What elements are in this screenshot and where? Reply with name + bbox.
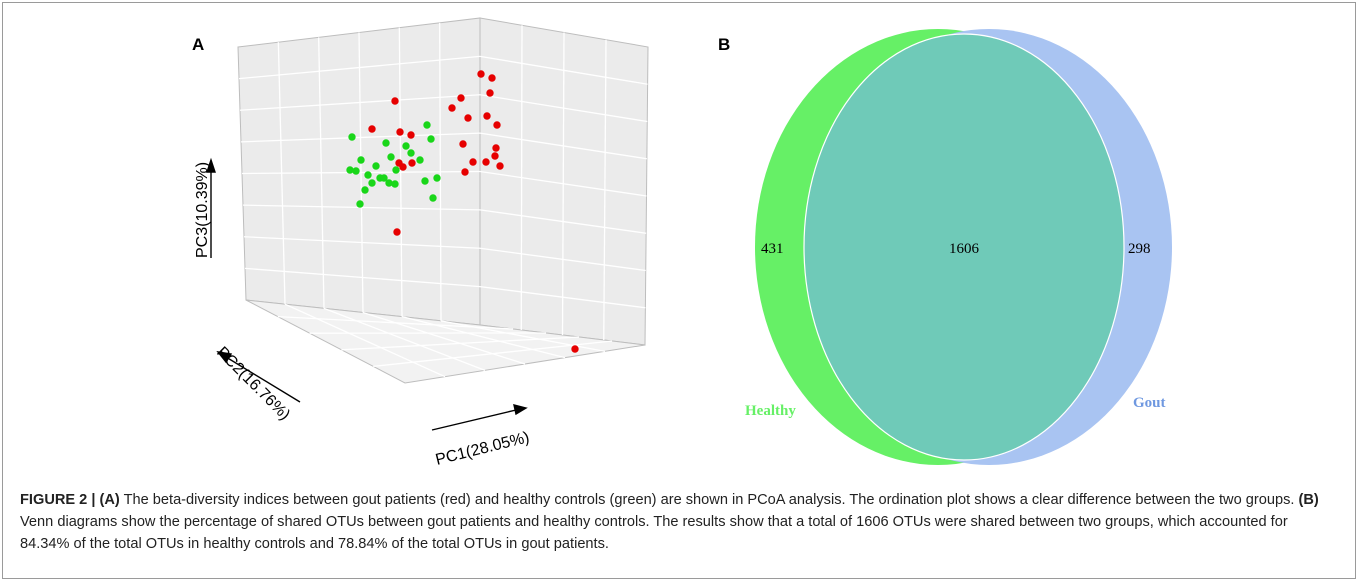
caption-figure-label: FIGURE 2 | (20, 492, 96, 508)
healthy-point (385, 179, 393, 187)
caption-b-ref: (B) (1298, 492, 1319, 508)
pc1-axis-label: PC1(28.05%) (434, 429, 531, 469)
healthy-point (368, 179, 376, 187)
grid-line (440, 320, 606, 352)
healthy-point (364, 171, 372, 179)
gout-point (396, 128, 404, 136)
gout-point (493, 121, 501, 129)
gout-point (496, 162, 504, 170)
healthy-point (356, 200, 364, 208)
grid-line (323, 307, 486, 371)
gout-point (399, 163, 407, 171)
gout-point (491, 152, 499, 160)
grid-line (239, 94, 481, 111)
healthy-point (361, 186, 369, 194)
pcoa-panel: A PC3(10.39%) PC2(16.76%) PC1(28.05%) (192, 17, 649, 469)
venn-intersection (803, 33, 1125, 461)
pc1-arrowhead (513, 404, 528, 416)
grid-line (277, 315, 514, 330)
healthy-point (352, 167, 360, 175)
grid-line (401, 316, 566, 359)
pc2-arrowhead (216, 351, 233, 364)
venn-healthy-count: 431 (761, 241, 784, 257)
grid-line (479, 132, 647, 160)
grid-line (240, 132, 481, 143)
healthy-point (427, 135, 435, 143)
healthy-point (380, 174, 388, 182)
grid-line (479, 94, 648, 123)
pc3-arrowhead (206, 157, 216, 173)
grid-line (362, 311, 526, 365)
healthy-point (433, 174, 441, 182)
healthy-point (416, 156, 424, 164)
healthy-point (407, 149, 415, 157)
figure-caption: FIGURE 2 | (A) The beta-diversity indice… (20, 489, 1340, 555)
caption-b-text: Venn diagrams show the percentage of sha… (20, 514, 1288, 552)
grid-line (479, 285, 646, 309)
gout-point (571, 345, 579, 353)
gout-point (393, 228, 401, 236)
grid-line (244, 267, 481, 288)
gout-point (457, 94, 465, 102)
gout-point (488, 74, 496, 82)
grid-line (284, 303, 446, 378)
gout-point (461, 168, 469, 176)
gout-point (408, 159, 416, 167)
gout-point (391, 97, 399, 105)
healthy-point (402, 142, 410, 150)
healthy-point (421, 177, 429, 185)
grid-line (243, 236, 481, 249)
gout-points (368, 70, 579, 353)
venn-gout-label: Gout (1133, 395, 1166, 411)
gout-point (407, 131, 415, 139)
gout-point (459, 140, 467, 148)
grid-line (238, 55, 481, 80)
healthy-point (392, 166, 400, 174)
gout-point (483, 112, 491, 120)
venn-gout-count: 298 (1128, 241, 1151, 257)
healthy-point (429, 194, 437, 202)
healthy-point (387, 153, 395, 161)
healthy-point (382, 139, 390, 147)
gout-point (477, 70, 485, 78)
venn-panel: B 431 1606 298 Healthy Gout (718, 29, 1172, 465)
grid-line (242, 204, 481, 211)
gout-point (469, 158, 477, 166)
panel-a-letter: A (192, 35, 204, 54)
pc1-axis-line (431, 409, 517, 431)
healthy-point (348, 133, 356, 141)
grid-line (241, 170, 481, 175)
grid-line (479, 247, 646, 272)
pc2-axis-label: PC2(16.76%) (213, 344, 293, 424)
grid-line (479, 209, 647, 234)
gout-point (464, 114, 472, 122)
pc2-axis-line (225, 356, 301, 403)
healthy-point (423, 121, 431, 129)
caption-a-ref: (A) (99, 492, 120, 508)
healthy-point (346, 166, 354, 174)
venn-shared-count: 1606 (949, 241, 980, 257)
healthy-point (391, 180, 399, 188)
caption-a-text: The beta-diversity indices between gout … (123, 492, 1295, 508)
grid-line (479, 55, 648, 85)
grid-line (373, 340, 613, 368)
pc3-axis-label: PC3(10.39%) (194, 162, 211, 258)
grid-line (479, 170, 647, 197)
gout-point (486, 89, 494, 97)
figure-graphics: A PC3(10.39%) PC2(16.76%) PC1(28.05%) B … (192, 17, 1172, 469)
healthy-points (346, 121, 441, 208)
axis-arrows (206, 157, 528, 431)
panel-b-letter: B (718, 35, 730, 54)
gout-point (448, 104, 456, 112)
healthy-point (357, 156, 365, 164)
venn-healthy-label: Healthy (745, 403, 796, 419)
healthy-point (372, 162, 380, 170)
gout-point (368, 125, 376, 133)
grid-line (341, 336, 580, 351)
gout-point (482, 158, 490, 166)
grid-lines (238, 22, 648, 378)
gout-point (492, 144, 500, 152)
